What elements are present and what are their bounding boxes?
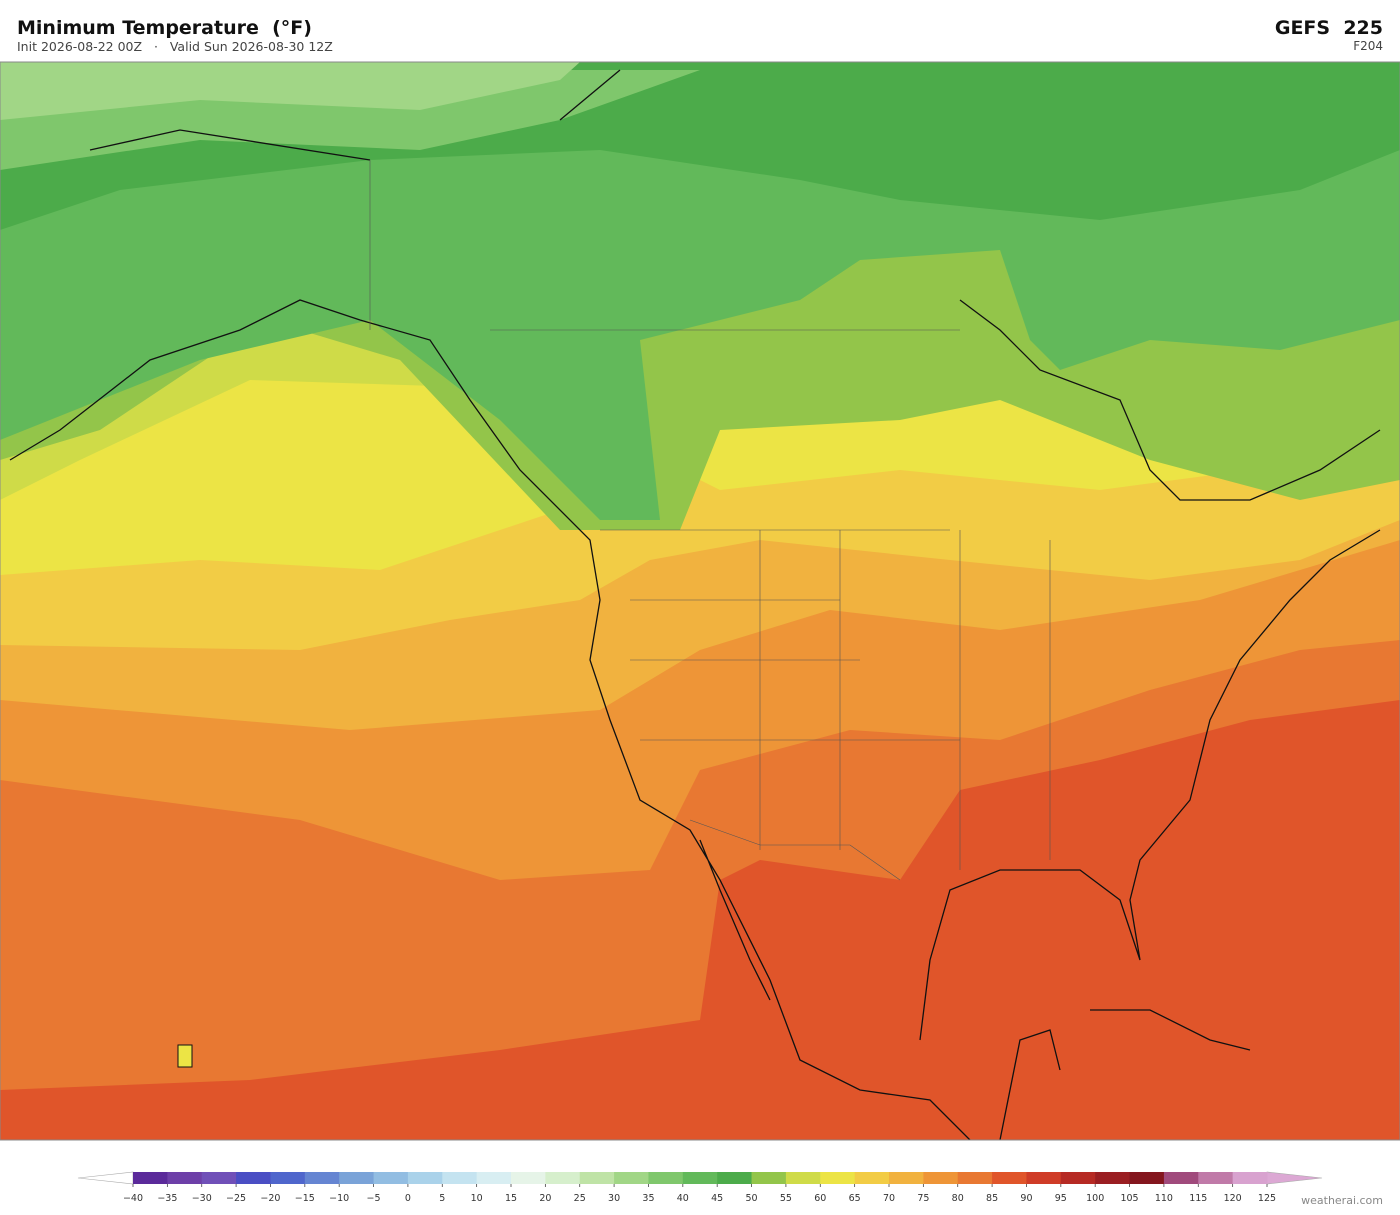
colorbar-swatch xyxy=(236,1172,271,1184)
colorbar-swatch xyxy=(201,1172,237,1184)
colorbar-swatch xyxy=(1163,1172,1199,1184)
colorbar-tick-label: 90 xyxy=(1020,1193,1032,1204)
colorbar-swatch xyxy=(167,1172,203,1184)
colorbar-tick-label: −10 xyxy=(329,1193,349,1204)
colorbar-swatch xyxy=(1232,1172,1268,1184)
colorbar-swatch xyxy=(133,1172,168,1184)
colorbar-swatch xyxy=(373,1172,409,1184)
colorbar-swatch xyxy=(476,1172,512,1184)
colorbar-tick-label: −15 xyxy=(295,1193,315,1204)
model-label: GEFS 225 xyxy=(1275,17,1383,39)
colorbar-swatch xyxy=(545,1172,581,1184)
colorbar-swatch xyxy=(648,1172,684,1184)
colorbar-tick-label: 20 xyxy=(539,1193,551,1204)
colorbar-tick-label: 0 xyxy=(405,1193,411,1204)
colorbar-swatch xyxy=(1095,1172,1131,1184)
colorbar-swatch xyxy=(785,1172,821,1184)
colorbar-tick-label: 70 xyxy=(883,1193,895,1204)
colorbar-tick-label: 60 xyxy=(814,1193,826,1204)
colorbar-tick-label: 35 xyxy=(642,1193,654,1204)
colorbar-tick-label: 50 xyxy=(745,1193,757,1204)
colorbar-tick-label: −30 xyxy=(192,1193,212,1204)
colorbar-swatch xyxy=(1026,1172,1062,1184)
colorbar-swatch xyxy=(820,1172,856,1184)
colorbar-swatch xyxy=(579,1172,615,1184)
colorbar-tick-label: −5 xyxy=(367,1193,381,1204)
colorbar-swatch xyxy=(442,1172,478,1184)
colorbar-swatch xyxy=(407,1172,443,1184)
colorbar-tick-label: 10 xyxy=(471,1193,483,1204)
map-frame xyxy=(0,61,1400,1141)
subtitle: Init 2026-08-22 00Z · Valid Sun 2026-08-… xyxy=(17,39,333,54)
colorbar-swatch xyxy=(339,1172,375,1184)
colorbar-swatch xyxy=(511,1172,546,1184)
title: Minimum Temperature (°F) xyxy=(17,17,312,39)
colorbar-tick-label: 75 xyxy=(917,1193,929,1204)
colorbar-tick-label: 25 xyxy=(574,1193,586,1204)
colorbar-tick-label: 85 xyxy=(986,1193,998,1204)
colorbar-tick-label: 125 xyxy=(1258,1193,1276,1204)
colorbar-over xyxy=(1266,1171,1323,1185)
colorbar-swatch xyxy=(304,1172,340,1184)
colorbar-tick-label: 115 xyxy=(1189,1193,1207,1204)
colorbar-tick-label: 40 xyxy=(677,1193,689,1204)
colorbar-swatch xyxy=(923,1172,959,1184)
colorbar-tick-label: −40 xyxy=(123,1193,143,1204)
colorbar-swatch xyxy=(889,1172,924,1184)
colorbar-tick-label: 80 xyxy=(952,1193,964,1204)
colorbar-swatch xyxy=(751,1172,787,1184)
colorbar-tick-label: −25 xyxy=(226,1193,246,1204)
colorbar-tick-label: −20 xyxy=(260,1193,280,1204)
colorbar-tick-label: 65 xyxy=(849,1193,861,1204)
colorbar-tick-label: 120 xyxy=(1224,1193,1242,1204)
island xyxy=(177,1044,193,1068)
colorbar-swatch xyxy=(717,1172,753,1184)
colorbar-tick-label: 100 xyxy=(1086,1193,1104,1204)
field-band xyxy=(0,62,580,120)
colorbar-swatch xyxy=(854,1172,890,1184)
colorbar-tick-label: 5 xyxy=(439,1193,445,1204)
borders xyxy=(369,160,1051,881)
colorbar-tick-label: 110 xyxy=(1155,1193,1173,1204)
colorbar-swatch xyxy=(992,1172,1027,1184)
colorbar-swatch xyxy=(1129,1172,1165,1184)
colorbar-tick-label: 105 xyxy=(1120,1193,1138,1204)
colorbar: −40 −35 −30 −25 −20 −15 −10 −5 0 5 10 15 20 25 30 35 40 4… xyxy=(77,1171,1323,1204)
coastline xyxy=(9,69,1381,1140)
colorbar-swatch xyxy=(270,1172,306,1184)
colorbar-tick-label: 55 xyxy=(780,1193,792,1204)
colorbar-swatch xyxy=(682,1172,718,1184)
colorbar-tick-label: 15 xyxy=(505,1193,517,1204)
forecast-hour: F204 xyxy=(1353,39,1383,53)
colorbar-tick-label: 95 xyxy=(1055,1193,1067,1204)
colorbar-swatch xyxy=(614,1172,649,1184)
colorbar-swatch xyxy=(1198,1172,1234,1184)
colorbar-tick-label: −35 xyxy=(157,1193,177,1204)
colorbar-tick-label: 45 xyxy=(711,1193,723,1204)
colorbar-swatch xyxy=(957,1172,993,1184)
colorbar-tick-label: 30 xyxy=(608,1193,620,1204)
colorbar-swatch xyxy=(1060,1172,1096,1184)
credit: weatherai.com xyxy=(1301,1194,1383,1207)
map xyxy=(0,61,1400,1141)
colorbar-under xyxy=(77,1171,134,1185)
